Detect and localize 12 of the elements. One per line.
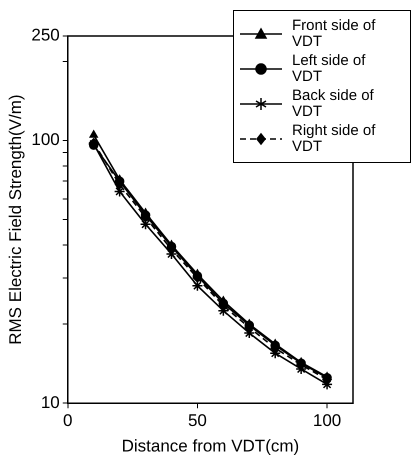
legend-label: Back side of VDT	[292, 87, 375, 120]
legend-label: Front side of VDT	[292, 17, 376, 50]
y-tick-label: 10	[40, 392, 60, 412]
legend-label: Right side of VDT	[292, 122, 376, 155]
x-tick-label: 50	[188, 411, 207, 430]
y-tick-label: 250	[31, 26, 60, 45]
legend-label: Left side of VDT	[292, 52, 366, 85]
x-axis-title: Distance from VDT(cm)	[122, 436, 300, 456]
x-tick-label: 0	[63, 411, 72, 430]
y-axis-title: RMS Electric Field Strength(V/m)	[6, 94, 25, 345]
x-tick-label: 100	[312, 411, 342, 430]
y-tick-label: 100	[31, 130, 60, 150]
